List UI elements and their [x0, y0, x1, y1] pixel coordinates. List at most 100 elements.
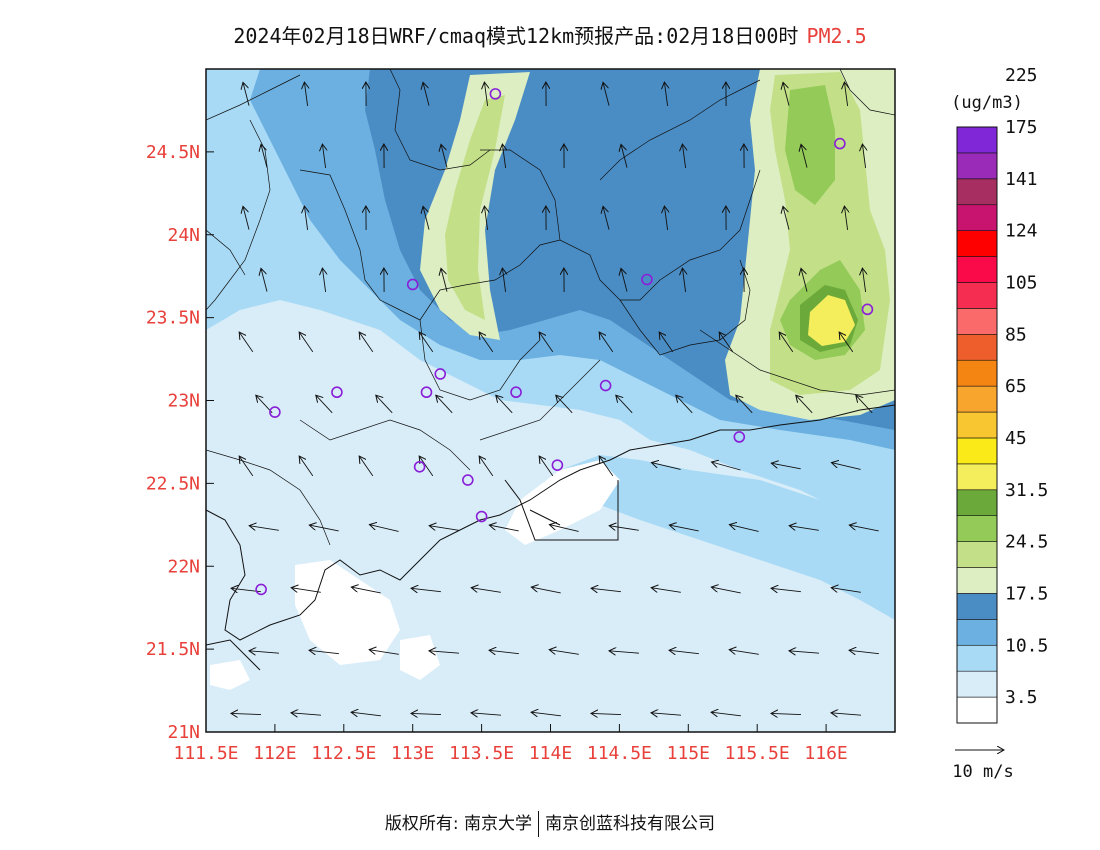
- wind-arrow: [239, 332, 254, 353]
- colorbar-label: 225: [1005, 65, 1038, 86]
- wind-arrow: [844, 82, 847, 106]
- wind-arrow: [309, 650, 339, 653]
- lat-tick-label: 23.5N: [146, 308, 200, 329]
- wind-arrow: [831, 713, 862, 715]
- station-marker: [475, 510, 488, 523]
- wind-arrow: [539, 456, 554, 477]
- colorbar-swatch: [956, 593, 998, 620]
- lon-axis: 111.5E 112E 112.5E 113E 113.5E 114E 114.5E 115E…: [173, 724, 848, 764]
- chart-title: 2024年02月18日WRF/cmaq模式12km预报产品:02月18日00时 P…: [0, 20, 1100, 49]
- wind-arrow: [261, 268, 268, 292]
- wind-arrow: [729, 650, 759, 655]
- wind-arrow: [862, 268, 865, 292]
- colorbar-label: 124: [1005, 221, 1038, 242]
- wind-arrow: [369, 650, 399, 655]
- colorbar-swatch: [956, 333, 998, 361]
- colorbar-label: 3.5: [1005, 687, 1038, 708]
- wind-arrow: [831, 463, 861, 470]
- wind-arrow: [436, 395, 453, 414]
- colorbar-swatch: [956, 256, 998, 283]
- wind-arrow: [291, 588, 321, 593]
- wind-arrow: [556, 395, 573, 414]
- station-marker: [331, 386, 343, 399]
- wind-arrow: [682, 144, 685, 168]
- legend-unit: (ug/m3): [951, 93, 1023, 113]
- wind-arrow: [479, 456, 494, 477]
- wind-reference-label: 10 m/s: [952, 762, 1013, 782]
- copyright-text: 版权所有: 南京大学: [384, 814, 533, 834]
- colorbar-label: 65: [1005, 376, 1027, 397]
- wind-arrow: [831, 588, 861, 593]
- wind-arrow: [539, 332, 554, 353]
- lon-tick-label: 113.5E: [449, 743, 514, 764]
- lat-tick-label: 23N: [167, 391, 200, 412]
- wind-arrow: [712, 462, 741, 471]
- wind-arrow: [682, 268, 685, 292]
- station-marker: [510, 386, 522, 399]
- wind-arrow: [711, 712, 741, 716]
- colorbar-swatch: [956, 541, 998, 568]
- lon-tick-label: 112E: [253, 743, 296, 764]
- wind-arrow: [789, 651, 820, 653]
- wind-arrow: [621, 144, 628, 168]
- wind-arrow: [411, 588, 441, 591]
- lat-tick-label: 22.5N: [146, 473, 200, 494]
- wind-vectors: [231, 82, 879, 716]
- lat-tick-label: 22N: [167, 556, 200, 577]
- wind-arrow: [659, 332, 674, 353]
- colorbar-swatch: [956, 308, 998, 335]
- wind-arrow: [249, 651, 280, 653]
- wind-arrow: [729, 525, 759, 532]
- wind-arrow: [351, 587, 381, 594]
- wind-arrow: [322, 268, 325, 292]
- wind-arrow: [789, 526, 819, 531]
- wind-arrow: [231, 713, 262, 714]
- wind-arrow: [844, 206, 847, 230]
- lon-tick-label: 116E: [804, 743, 847, 764]
- wind-arrow: [351, 712, 381, 716]
- colorbar-swatch: [956, 437, 998, 465]
- wind-arrow: [616, 395, 633, 414]
- wind-arrow: [801, 144, 808, 168]
- wind-arrow: [304, 206, 307, 230]
- wind-arrow: [441, 144, 448, 168]
- station-marker: [599, 379, 612, 392]
- station-marker: [420, 386, 433, 399]
- station-marker: [641, 273, 653, 286]
- colorbar-swatch: [956, 126, 998, 154]
- lon-tick-label: 115.5E: [725, 743, 790, 764]
- wind-arrow: [651, 588, 681, 593]
- wind-arrow: [484, 82, 487, 106]
- colorbar-label: 175: [1005, 117, 1038, 138]
- wind-arrow: [783, 206, 790, 230]
- lon-tick-label: 112.5E: [311, 743, 376, 764]
- wind-arrow: [549, 650, 579, 655]
- wind-arrow: [736, 395, 753, 414]
- wind-arrow: [243, 206, 250, 230]
- colorbar-swatch: [956, 204, 998, 231]
- wind-arrow: [376, 395, 393, 414]
- variable-label: PM2.5: [806, 24, 867, 48]
- concentration-field: [206, 69, 895, 732]
- station-marker: [489, 88, 502, 100]
- colorbar-swatch: [956, 670, 998, 698]
- wind-arrow: [239, 456, 254, 477]
- colorbar-swatch: [956, 644, 998, 672]
- wind-arrow: [489, 650, 519, 653]
- station-marker: [255, 583, 267, 596]
- colorbar-labels: 3.5 10.5 17.5 24.5 31.5 45 65 85 105 124 141 175 225: [1005, 65, 1048, 708]
- wind-arrow: [359, 456, 374, 477]
- colorbar-swatch: [956, 359, 998, 387]
- colorbar-label: 105: [1005, 273, 1038, 294]
- wind-arrow: [299, 332, 314, 353]
- wind-arrow: [471, 713, 502, 715]
- colorbar-swatch: [956, 178, 998, 206]
- station-marker: [551, 459, 564, 471]
- wind-arrow: [484, 206, 487, 230]
- wind-arrow: [603, 82, 610, 106]
- station-marker: [462, 474, 474, 486]
- colorbar-label: 31.5: [1005, 480, 1048, 501]
- wind-arrow: [423, 82, 430, 106]
- colorbar-swatch: [956, 489, 998, 516]
